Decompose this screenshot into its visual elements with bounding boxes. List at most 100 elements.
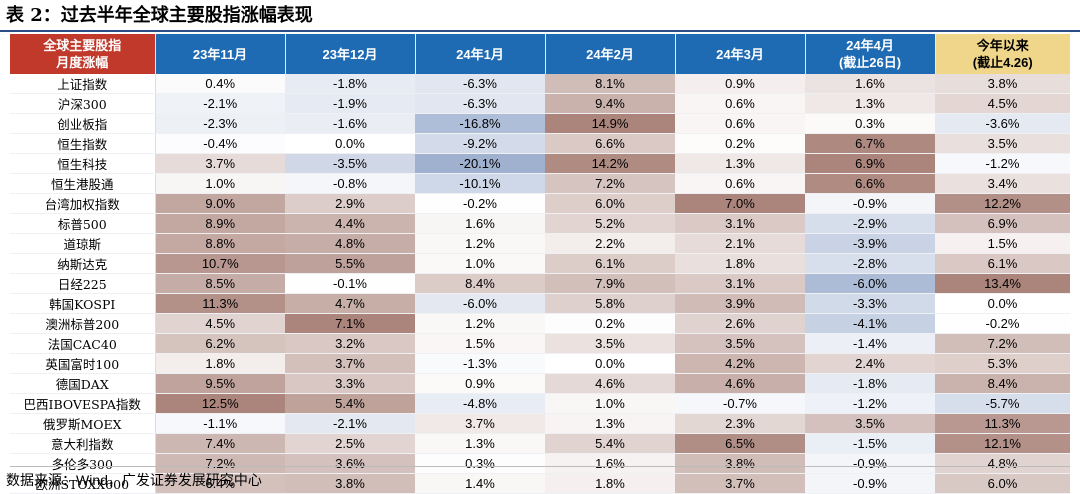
value-cell: 6.6% xyxy=(545,133,675,154)
col-header: 24年4月 (截止26日) xyxy=(805,34,936,74)
value-cell: 7.4% xyxy=(155,433,285,454)
value-cell: -1.5% xyxy=(805,433,935,454)
col-header: 24年2月 xyxy=(545,34,676,74)
value-cell: 14.9% xyxy=(545,113,675,134)
value-cell: 1.4% xyxy=(415,473,545,494)
value-cell: -1.9% xyxy=(285,93,415,114)
value-cell: 9.5% xyxy=(155,373,285,394)
value-cell: 3.7% xyxy=(155,153,285,174)
value-cell: 1.3% xyxy=(675,153,805,174)
value-cell: 1.3% xyxy=(805,93,935,114)
table-row: 意大利指数 7.4% 2.5% 1.3% 5.4% 6.5% -1.5% 12.1% xyxy=(10,433,1070,454)
value-cell: 7.2% xyxy=(545,173,675,194)
value-cell: 3.3% xyxy=(285,373,415,394)
table-row: 多伦多300 7.2% 3.6% 0.3% 1.6% 3.8% -0.9% 4.8% xyxy=(10,453,1070,474)
table-row: 澳洲标普200 4.5% 7.1% 1.2% 0.2% 2.6% -4.1% -0.2% xyxy=(10,313,1070,334)
value-cell: 0.0% xyxy=(285,133,415,154)
row-label: 德国DAX xyxy=(10,373,156,394)
value-cell: 12.1% xyxy=(935,433,1070,454)
value-cell: 4.8% xyxy=(935,453,1070,474)
value-cell: 2.4% xyxy=(805,353,935,374)
value-cell: 1.2% xyxy=(415,233,545,254)
value-cell: 1.8% xyxy=(675,253,805,274)
value-cell: 5.8% xyxy=(545,293,675,314)
value-cell: 0.6% xyxy=(675,173,805,194)
row-label: 上证指数 xyxy=(10,74,156,94)
value-cell: 11.3% xyxy=(155,293,285,314)
value-cell: 1.0% xyxy=(415,253,545,274)
col-header-ytd: 今年以来 (截止4.26) xyxy=(935,34,1070,74)
value-cell: 3.1% xyxy=(675,213,805,234)
value-cell: 4.8% xyxy=(285,233,415,254)
row-label: 恒生指数 xyxy=(10,133,156,154)
value-cell: 1.5% xyxy=(935,233,1070,254)
value-cell: 9.4% xyxy=(545,93,675,114)
row-label: 法国CAC40 xyxy=(10,333,156,354)
value-cell: 3.7% xyxy=(675,473,805,494)
value-cell: 6.5% xyxy=(675,433,805,454)
col-header-line1: 今年以来 xyxy=(976,38,1029,53)
table-row: 欧洲STOXX600 6.4% 3.8% 1.4% 1.8% 3.7% -0.9% 6.0% xyxy=(10,473,1070,494)
col-header: 24年3月 xyxy=(675,34,806,74)
table-row: 上证指数 0.4% -1.8% -6.3% 8.1% 0.9% 1.6% 3.8% xyxy=(10,74,1070,94)
value-cell: 6.1% xyxy=(935,253,1070,274)
value-cell: 6.0% xyxy=(545,193,675,214)
value-cell: 8.8% xyxy=(155,233,285,254)
value-cell: 1.0% xyxy=(545,393,675,414)
row-label: 日经225 xyxy=(10,273,156,294)
row-label: 澳洲标普200 xyxy=(10,313,156,334)
corner-line1: 全球主要股指 xyxy=(43,38,122,53)
value-cell: 4.6% xyxy=(675,373,805,394)
value-cell: 0.9% xyxy=(675,74,805,94)
col-header-line1: 24年4月 xyxy=(846,38,894,53)
footer-separator xyxy=(10,466,1070,467)
col-header-line1: 24年1月 xyxy=(456,46,504,62)
row-label: 沪深300 xyxy=(10,93,156,114)
value-cell: 0.2% xyxy=(545,313,675,334)
value-cell: 9.0% xyxy=(155,193,285,214)
value-cell: -20.1% xyxy=(415,153,545,174)
value-cell: -0.9% xyxy=(805,453,935,474)
value-cell: 3.7% xyxy=(285,353,415,374)
value-cell: 0.6% xyxy=(675,113,805,134)
value-cell: 3.9% xyxy=(675,293,805,314)
row-label: 韩国KOSPI xyxy=(10,293,156,314)
col-header-line1: 23年11月 xyxy=(192,46,248,62)
value-cell: -6.0% xyxy=(415,293,545,314)
value-cell: -0.9% xyxy=(805,473,935,494)
value-cell: 12.5% xyxy=(155,393,285,414)
value-cell: 7.2% xyxy=(935,333,1070,354)
value-cell: -9.2% xyxy=(415,133,545,154)
value-cell: 12.2% xyxy=(935,193,1070,214)
row-label: 欧洲STOXX600 xyxy=(10,473,156,494)
col-header-line1: 23年12月 xyxy=(322,46,378,62)
table-row: 沪深300 -2.1% -1.9% -6.3% 9.4% 0.6% 1.3% 4.5% xyxy=(10,93,1070,114)
value-cell: 6.0% xyxy=(935,473,1070,494)
value-cell: 7.2% xyxy=(155,453,285,474)
source-note: 数据来源：Wind，广发证券发展研究中心 xyxy=(6,472,262,488)
value-cell: 1.3% xyxy=(545,413,675,434)
value-cell: -1.2% xyxy=(935,153,1070,174)
value-cell: -4.8% xyxy=(415,393,545,414)
table-row: 德国DAX 9.5% 3.3% 0.9% 4.6% 4.6% -1.8% 8.4% xyxy=(10,373,1070,394)
corner-header: 全球主要股指 月度涨幅 xyxy=(10,34,156,74)
value-cell: 8.1% xyxy=(545,74,675,94)
value-cell: -1.8% xyxy=(285,74,415,94)
value-cell: 3.7% xyxy=(415,413,545,434)
value-cell: -1.6% xyxy=(285,113,415,134)
col-header-line2: (截止26日) xyxy=(838,55,902,70)
value-cell: 1.2% xyxy=(415,313,545,334)
value-cell: 5.4% xyxy=(285,393,415,414)
value-cell: -2.1% xyxy=(155,93,285,114)
value-cell: 0.2% xyxy=(675,133,805,154)
value-cell: 0.3% xyxy=(415,453,545,474)
value-cell: -0.2% xyxy=(415,193,545,214)
value-cell: 1.8% xyxy=(155,353,285,374)
value-cell: 4.7% xyxy=(285,293,415,314)
corner-line2: 月度涨幅 xyxy=(56,55,109,70)
value-cell: 2.2% xyxy=(545,233,675,254)
value-cell: -10.1% xyxy=(415,173,545,194)
col-header-line1: 24年3月 xyxy=(716,46,764,62)
value-cell: 6.7% xyxy=(805,133,935,154)
table-row: 创业板指 -2.3% -1.6% -16.8% 14.9% 0.6% 0.3% -3.6% xyxy=(10,113,1070,134)
